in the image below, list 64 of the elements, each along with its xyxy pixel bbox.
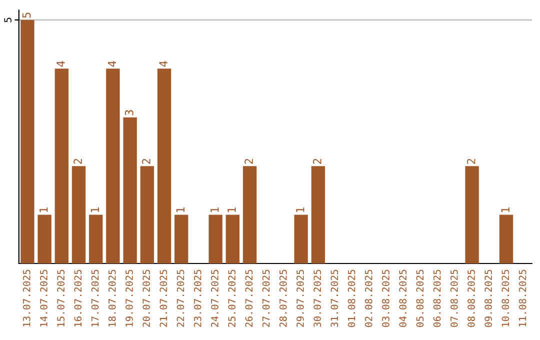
x-tick-label: 05.08.2025 — [416, 270, 424, 327]
bar — [38, 214, 52, 264]
x-tick-label: 13.07.2025 — [22, 270, 30, 326]
x-tick-label: 02.08.2025 — [364, 270, 372, 327]
data-label: 1 — [40, 207, 48, 212]
x-tick-label: 08.08.2025 — [468, 270, 475, 327]
data-label: 2 — [466, 158, 476, 164]
x-tick-label: 03.08.2025 — [382, 270, 390, 327]
x-tick-label: 17.07.2025 — [91, 270, 99, 326]
data-label: 2 — [142, 158, 150, 164]
data-label: 3 — [124, 110, 134, 116]
data-label: 4 — [159, 61, 168, 67]
bar — [157, 68, 172, 264]
x-tick-label: 30.07.2025 — [314, 270, 321, 327]
x-tick-label: 28.07.2025 — [279, 270, 287, 327]
bar — [499, 214, 514, 264]
x-tick-label: 25.07.2025 — [228, 270, 236, 327]
data-label: 1 — [176, 207, 184, 212]
x-tick-label: 23.07.2025 — [194, 270, 202, 327]
x-tick-label: 09.08.2025 — [484, 270, 492, 327]
x-tick-label: 27.07.2025 — [262, 270, 270, 327]
bar — [311, 166, 325, 264]
x-tick-label: 21.07.2025 — [160, 270, 168, 327]
bar — [140, 166, 154, 264]
bar — [72, 166, 86, 264]
x-tick-label: 01.08.2025 — [348, 270, 356, 327]
data-label: 4 — [56, 61, 65, 67]
x-tick-label: 07.08.2025 — [450, 270, 458, 327]
data-label: 5 — [22, 12, 31, 18]
x-tick-label: 24.07.2025 — [211, 270, 218, 327]
bar — [54, 68, 68, 264]
x-tick-label: 18.07.2025 — [108, 270, 116, 326]
bar — [208, 214, 222, 264]
bar — [465, 166, 479, 264]
x-tick-label: 29.07.2025 — [296, 270, 304, 327]
bar — [123, 117, 137, 264]
x-tick-label: 19.07.2025 — [126, 270, 133, 326]
data-label: 1 — [228, 207, 236, 212]
data-label: 1 — [296, 207, 304, 212]
x-tick-label: 15.07.2025 — [57, 270, 64, 326]
bar — [294, 214, 308, 264]
x-tick-label: 04.08.2025 — [399, 270, 406, 327]
data-label: 2 — [74, 158, 82, 164]
x-tick-label: 16.07.2025 — [74, 270, 82, 326]
data-label: 1 — [210, 207, 219, 212]
bar — [242, 166, 257, 264]
bar — [20, 20, 34, 264]
bar — [89, 214, 103, 264]
bar — [174, 214, 188, 264]
x-tick-label: 31.07.2025 — [330, 270, 338, 327]
x-tick-label: 06.08.2025 — [433, 270, 441, 327]
x-tick-label: 14.07.2025 — [40, 270, 48, 326]
x-tick-label: 22.07.2025 — [176, 270, 184, 327]
bar — [226, 214, 240, 264]
x-tick-label: 20.07.2025 — [142, 270, 150, 327]
x-tick-label: 10.08.2025 — [502, 270, 510, 326]
bar — [106, 68, 120, 264]
data-label: 1 — [90, 207, 99, 212]
data-label: 1 — [501, 207, 510, 212]
data-label: 2 — [244, 158, 253, 164]
data-label: 4 — [108, 61, 116, 67]
data-label: 2 — [313, 158, 322, 164]
x-tick-label: 11.08.2025 — [518, 270, 526, 326]
x-tick-label: 26.07.2025 — [245, 270, 253, 327]
